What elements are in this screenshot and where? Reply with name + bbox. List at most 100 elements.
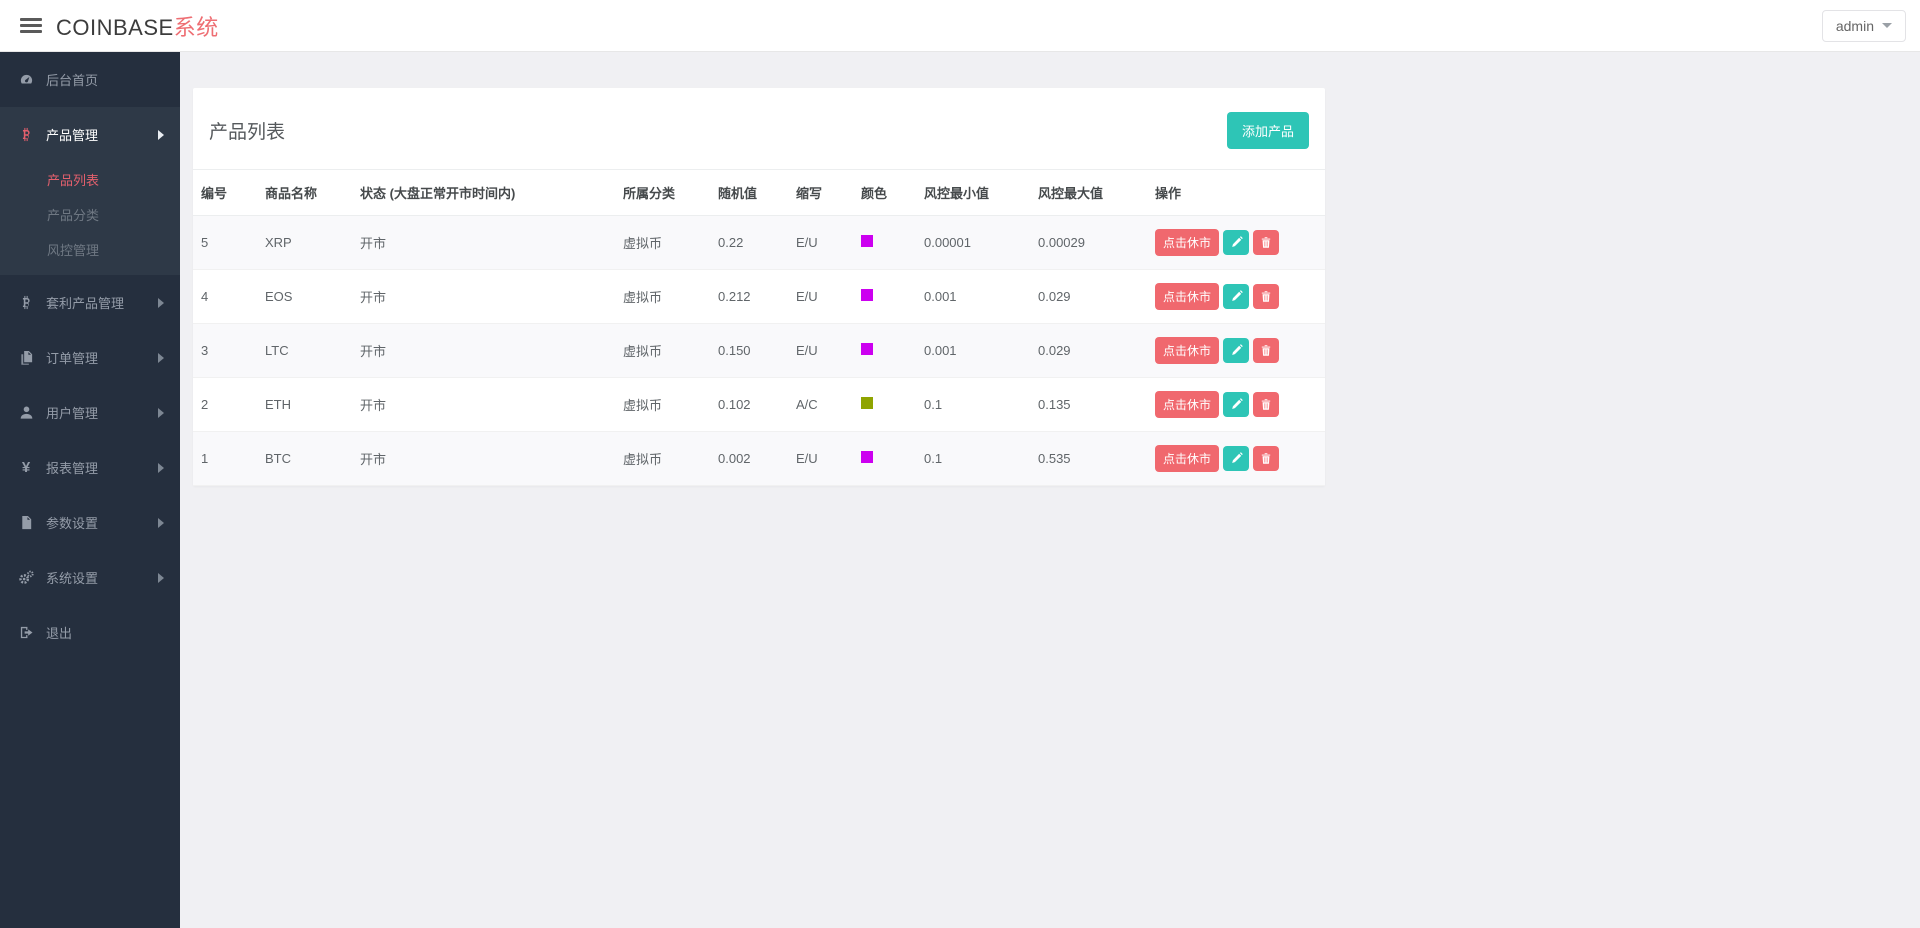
hamburger-menu-icon[interactable]	[20, 15, 42, 36]
cell-risk-max: 0.535	[1030, 431, 1147, 486]
main-content: 产品列表 添加产品 编号 商品名称 状态 (大盘正常开市时间内) 所属分类 随机值 缩写颜…	[180, 52, 1920, 928]
add-product-button[interactable]: 添加产品	[1226, 112, 1309, 149]
toggle-market-button[interactable]: 点击休市	[1155, 283, 1220, 310]
logo-accent-text: 系统	[173, 14, 219, 40]
cell-name: BTC	[257, 431, 352, 486]
cell-category: 虚拟币	[615, 431, 710, 486]
delete-button[interactable]	[1253, 446, 1280, 471]
page-title: 产品列表	[209, 122, 286, 143]
sidebar-item-product-management[interactable]: 产品管理	[0, 107, 180, 162]
cell-id: 4	[193, 269, 257, 324]
user-menu-label: admin	[1835, 17, 1874, 34]
chevron-right-icon	[158, 572, 164, 583]
sidebar-item-label: 套利产品管理	[46, 296, 125, 311]
row-actions: 点击休市	[1155, 337, 1317, 364]
cell-color	[853, 323, 916, 378]
logo-main-text: COINBASE	[56, 14, 174, 40]
sidebar-group-logout: 退出	[0, 605, 180, 660]
edit-button[interactable]	[1223, 284, 1250, 309]
color-chip	[861, 289, 873, 301]
table-row: 5 XRP 开市 虚拟币 0.22 E/U 0.00001 0.00029 点击休市	[193, 215, 1325, 270]
chevron-down-icon	[1882, 23, 1892, 28]
delete-button[interactable]	[1253, 230, 1280, 255]
cell-color	[853, 215, 916, 270]
copy-icon	[16, 350, 36, 365]
sidebar-subitem-product-category[interactable]: 产品分类	[47, 208, 100, 223]
table-row: 2 ETH 开市 虚拟币 0.102 A/C 0.1 0.135 点击休市	[193, 377, 1325, 432]
gears-icon	[16, 570, 36, 585]
sidebar-item-logout[interactable]: 退出	[0, 605, 180, 660]
cell-color	[853, 269, 916, 324]
cell-category: 虚拟币	[615, 377, 710, 432]
cell-status: 开市	[352, 323, 615, 378]
color-chip	[861, 397, 873, 409]
sidebar-item-order-management[interactable]: 订单管理	[0, 330, 180, 385]
edit-button[interactable]	[1223, 230, 1250, 255]
cell-category: 虚拟币	[615, 323, 710, 378]
sidebar-group-home: 后台首页	[0, 52, 180, 107]
delete-button[interactable]	[1253, 284, 1280, 309]
cell-status: 开市	[352, 269, 615, 324]
cell-name: EOS	[257, 269, 352, 324]
sidebar-item-home[interactable]: 后台首页	[0, 52, 180, 107]
delete-button[interactable]	[1253, 392, 1280, 417]
edit-button[interactable]	[1223, 446, 1250, 471]
sidebar-item-label: 用户管理	[46, 406, 99, 421]
cell-name: ETH	[257, 377, 352, 432]
sidebar-group-arbitrage-product-management: 套利产品管理	[0, 275, 180, 330]
chevron-right-icon	[158, 129, 164, 140]
sidebar-item-report-management[interactable]: ¥ 报表管理	[0, 440, 180, 495]
edit-button[interactable]	[1223, 338, 1250, 363]
table-row: 1 BTC 开市 虚拟币 0.002 E/U 0.1 0.535 点击休市	[193, 431, 1325, 486]
sidebar-item-label: 产品管理	[46, 128, 99, 143]
sidebar-group-product-management: 产品管理产品列表产品分类风控管理	[0, 107, 180, 275]
cell-risk-max: 0.135	[1030, 377, 1147, 432]
column-header: 状态 (大盘正常开市时间内)	[352, 169, 615, 216]
cell-status: 开市	[352, 431, 615, 486]
sidebar-item-arbitrage-product-management[interactable]: 套利产品管理	[0, 275, 180, 330]
sidebar-item-parameter-settings[interactable]: 参数设置	[0, 495, 180, 550]
cell-name: LTC	[257, 323, 352, 378]
toggle-market-button[interactable]: 点击休市	[1155, 229, 1220, 256]
cell-actions: 点击休市	[1147, 323, 1325, 378]
delete-button[interactable]	[1253, 338, 1280, 363]
sidebar-item-user-management[interactable]: 用户管理	[0, 385, 180, 440]
bitcoin-icon	[16, 127, 36, 142]
column-header: 随机值	[710, 169, 788, 216]
edit-button[interactable]	[1223, 392, 1250, 417]
app-logo[interactable]: COINBASE系统	[56, 10, 219, 42]
sidebar-item-label: 参数设置	[46, 516, 99, 531]
color-chip	[861, 451, 873, 463]
sidebar-group-system-settings: 系统设置	[0, 550, 180, 605]
cell-risk-min: 0.00001	[916, 215, 1030, 270]
cell-id: 5	[193, 215, 257, 270]
sidebar-group-user-management: 用户管理	[0, 385, 180, 440]
row-actions: 点击休市	[1155, 229, 1317, 256]
cell-actions: 点击休市	[1147, 377, 1325, 432]
cell-status: 开市	[352, 215, 615, 270]
sidebar-group-report-management: ¥ 报表管理	[0, 440, 180, 495]
cell-risk-max: 0.00029	[1030, 215, 1147, 270]
cell-random: 0.150	[710, 323, 788, 378]
chevron-right-icon	[158, 352, 164, 363]
row-actions: 点击休市	[1155, 391, 1317, 418]
yen-icon: ¥	[21, 459, 31, 476]
cell-actions: 点击休市	[1147, 269, 1325, 324]
cell-random: 0.212	[710, 269, 788, 324]
sidebar-subitem-product-list[interactable]: 产品列表	[47, 173, 100, 188]
cell-random: 0.22	[710, 215, 788, 270]
sidebar-subitem-risk-management[interactable]: 风控管理	[47, 243, 100, 258]
cell-id: 1	[193, 431, 257, 486]
toggle-market-button[interactable]: 点击休市	[1155, 391, 1220, 418]
column-header: 风控最小值	[916, 169, 1030, 216]
sidebar-item-label: 后台首页	[46, 73, 99, 88]
toggle-market-button[interactable]: 点击休市	[1155, 337, 1220, 364]
sidebar-item-system-settings[interactable]: 系统设置	[0, 550, 180, 605]
table-row: 4 EOS 开市 虚拟币 0.212 E/U 0.001 0.029 点击休市	[193, 269, 1325, 324]
table-row: 3 LTC 开市 虚拟币 0.150 E/U 0.001 0.029 点击休市	[193, 323, 1325, 378]
user-menu-dropdown[interactable]: admin	[1821, 9, 1906, 42]
toggle-market-button[interactable]: 点击休市	[1155, 445, 1220, 472]
cell-color	[853, 377, 916, 432]
row-actions: 点击休市	[1155, 283, 1317, 310]
sidebar-item-label: 退出	[46, 626, 73, 641]
